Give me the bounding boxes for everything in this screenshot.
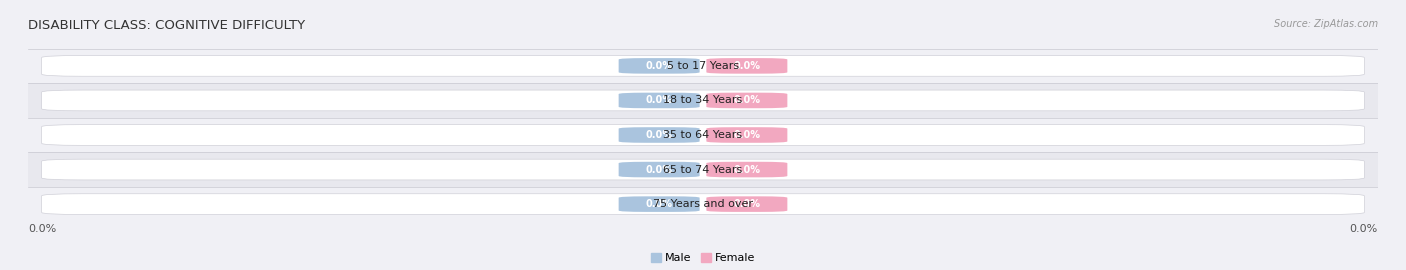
Text: 35 to 64 Years: 35 to 64 Years	[664, 130, 742, 140]
Text: 0.0%: 0.0%	[28, 224, 56, 234]
Text: 5 to 17 Years: 5 to 17 Years	[666, 61, 740, 71]
FancyBboxPatch shape	[706, 93, 787, 108]
Text: 0.0%: 0.0%	[734, 130, 761, 140]
FancyBboxPatch shape	[28, 118, 1378, 152]
FancyBboxPatch shape	[706, 58, 787, 74]
FancyBboxPatch shape	[42, 90, 1364, 111]
FancyBboxPatch shape	[619, 127, 700, 143]
Text: 18 to 34 Years: 18 to 34 Years	[664, 95, 742, 106]
FancyBboxPatch shape	[42, 159, 1364, 180]
Text: 0.0%: 0.0%	[645, 199, 672, 209]
FancyBboxPatch shape	[706, 127, 787, 143]
FancyBboxPatch shape	[706, 162, 787, 177]
Text: Source: ZipAtlas.com: Source: ZipAtlas.com	[1274, 19, 1378, 29]
FancyBboxPatch shape	[28, 83, 1378, 118]
FancyBboxPatch shape	[706, 196, 787, 212]
FancyBboxPatch shape	[42, 125, 1364, 145]
Text: 0.0%: 0.0%	[645, 164, 672, 175]
FancyBboxPatch shape	[619, 58, 700, 74]
Text: 75 Years and over: 75 Years and over	[652, 199, 754, 209]
Text: 0.0%: 0.0%	[734, 95, 761, 106]
Text: 0.0%: 0.0%	[734, 199, 761, 209]
Text: 0.0%: 0.0%	[645, 61, 672, 71]
FancyBboxPatch shape	[42, 56, 1364, 76]
FancyBboxPatch shape	[619, 93, 700, 108]
FancyBboxPatch shape	[619, 196, 700, 212]
FancyBboxPatch shape	[28, 49, 1378, 83]
Text: 0.0%: 0.0%	[734, 61, 761, 71]
Text: 65 to 74 Years: 65 to 74 Years	[664, 164, 742, 175]
FancyBboxPatch shape	[28, 152, 1378, 187]
FancyBboxPatch shape	[28, 187, 1378, 221]
Text: 0.0%: 0.0%	[645, 95, 672, 106]
Text: 0.0%: 0.0%	[645, 130, 672, 140]
Text: DISABILITY CLASS: COGNITIVE DIFFICULTY: DISABILITY CLASS: COGNITIVE DIFFICULTY	[28, 19, 305, 32]
FancyBboxPatch shape	[619, 162, 700, 177]
Text: 0.0%: 0.0%	[734, 164, 761, 175]
Text: 0.0%: 0.0%	[1350, 224, 1378, 234]
FancyBboxPatch shape	[42, 194, 1364, 214]
Legend: Male, Female: Male, Female	[647, 248, 759, 268]
